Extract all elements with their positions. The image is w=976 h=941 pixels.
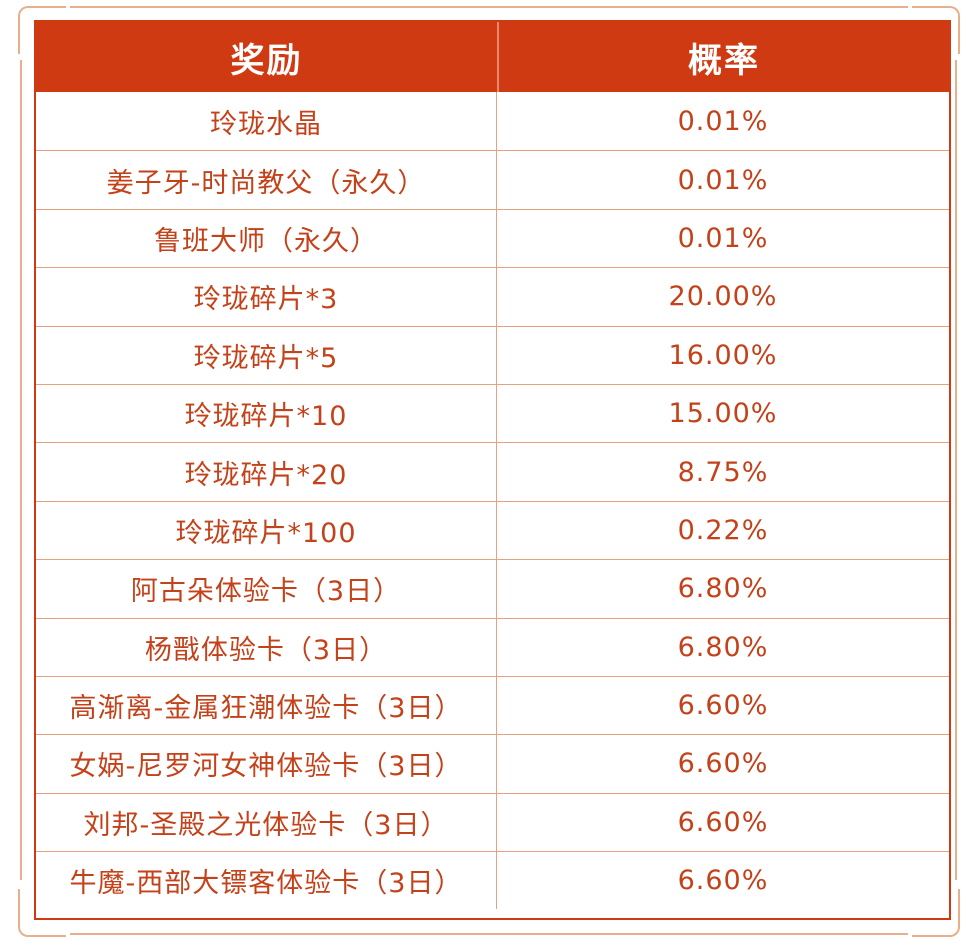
reward-cell: 玲珑碎片*10 bbox=[36, 384, 497, 443]
reward-cell: 阿古朵体验卡（3日） bbox=[36, 560, 497, 618]
reward-cell: 玲珑碎片*100 bbox=[36, 501, 497, 560]
reward-cell: 鲁班大师（永久） bbox=[36, 209, 497, 268]
frame-corner-bottom-left bbox=[18, 889, 66, 937]
table-row: 玲珑碎片*10 15.00% bbox=[36, 383, 949, 443]
reward-cell: 玲珑水晶 bbox=[36, 92, 497, 151]
frame-bottom-border bbox=[70, 933, 908, 935]
reward-cell: 刘邦-圣殿之光体验卡（3日） bbox=[36, 793, 497, 852]
reward-cell: 高渐离-金属狂潮体验卡（3日） bbox=[36, 676, 497, 735]
probability-cell: 6.60% bbox=[677, 806, 769, 838]
table-row: 玲珑碎片*100 0.22% bbox=[36, 500, 949, 560]
probability-cell: 6.80% bbox=[677, 631, 769, 663]
reward-cell: 玲珑碎片*3 bbox=[36, 268, 497, 326]
reward-cell: 玲珑碎片*5 bbox=[36, 326, 497, 384]
frame-corner-top-left bbox=[18, 6, 66, 54]
reward-cell: 姜子牙-时尚教父（永久） bbox=[36, 151, 497, 209]
header-divider bbox=[497, 22, 499, 92]
frame-right-border bbox=[955, 60, 957, 880]
reward-cell: 杨戬体验卡（3日） bbox=[36, 618, 497, 676]
probability-cell: 6.80% bbox=[677, 573, 769, 605]
probability-cell: 6.60% bbox=[677, 748, 769, 780]
table-row: 玲珑碎片*3 20.00% bbox=[36, 267, 949, 326]
table-row: 姜子牙-时尚教父（永久） 0.01% bbox=[36, 150, 949, 209]
table-row: 鲁班大师（永久） 0.01% bbox=[36, 208, 949, 268]
frame-corner-bottom-right bbox=[912, 889, 960, 937]
probability-cell: 6.60% bbox=[677, 865, 769, 897]
table-row: 玲珑水晶 0.01% bbox=[36, 92, 949, 151]
header-reward: 奖励 bbox=[230, 40, 303, 81]
table-header: 奖励 概率 bbox=[36, 22, 949, 92]
reward-probability-table: 奖励 概率 玲珑水晶 0.01% 姜子牙-时尚教父（永久） 0.01% 鲁班大师… bbox=[34, 20, 951, 920]
reward-cell: 牛魔-西部大镖客体验卡（3日） bbox=[36, 852, 497, 910]
probability-cell: 0.22% bbox=[677, 514, 769, 546]
table-row: 阿古朵体验卡（3日） 6.80% bbox=[36, 559, 949, 618]
probability-cell: 0.01% bbox=[677, 105, 769, 137]
probability-cell: 20.00% bbox=[668, 281, 778, 313]
reward-cell: 女娲-尼罗河女神体验卡（3日） bbox=[36, 735, 497, 793]
table-row: 女娲-尼罗河女神体验卡（3日） 6.60% bbox=[36, 734, 949, 793]
frame-left-border bbox=[20, 60, 22, 880]
table-row: 杨戬体验卡（3日） 6.80% bbox=[36, 617, 949, 676]
table-row: 刘邦-圣殿之光体验卡（3日） 6.60% bbox=[36, 792, 949, 852]
table-row: 玲珑碎片*5 16.00% bbox=[36, 325, 949, 384]
table-row: 玲珑碎片*20 8.75% bbox=[36, 442, 949, 501]
table-body: 玲珑水晶 0.01% 姜子牙-时尚教父（永久） 0.01% 鲁班大师（永久） 0… bbox=[36, 92, 949, 910]
probability-cell: 0.01% bbox=[677, 222, 769, 254]
probability-cell: 8.75% bbox=[677, 456, 769, 488]
frame-top-border bbox=[70, 6, 908, 8]
probability-cell: 15.00% bbox=[668, 398, 778, 430]
table-row: 高渐离-金属狂潮体验卡（3日） 6.60% bbox=[36, 675, 949, 735]
probability-cell: 16.00% bbox=[668, 339, 778, 371]
frame-corner-top-right bbox=[912, 6, 960, 54]
table-row: 牛魔-西部大镖客体验卡（3日） 6.60% bbox=[36, 851, 949, 910]
probability-cell: 0.01% bbox=[677, 164, 769, 196]
probability-cell: 6.60% bbox=[677, 690, 769, 722]
reward-cell: 玲珑碎片*20 bbox=[36, 443, 497, 501]
header-probability: 概率 bbox=[688, 40, 760, 81]
